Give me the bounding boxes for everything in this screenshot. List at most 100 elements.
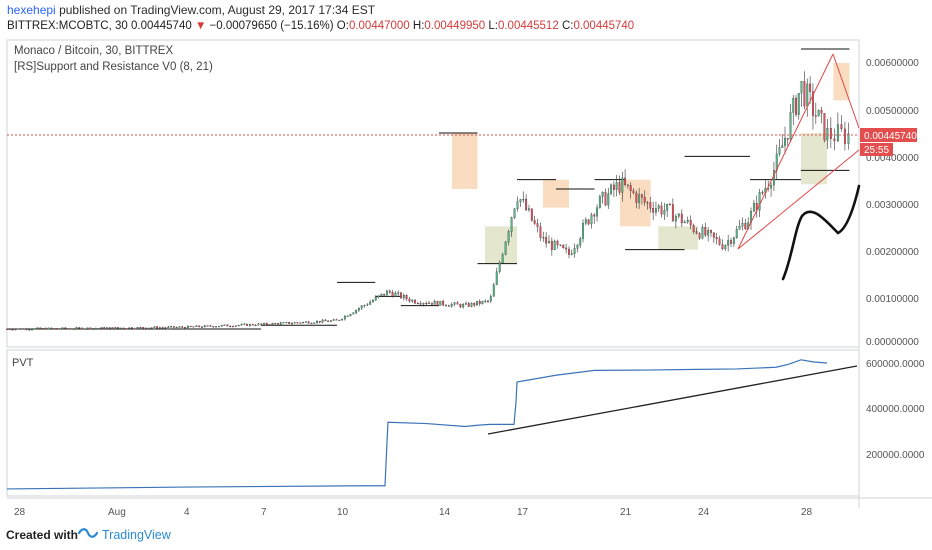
last-price: 0.00445740 bbox=[130, 20, 192, 32]
candle-body bbox=[590, 214, 593, 225]
candle-body bbox=[640, 194, 643, 198]
candle-body bbox=[422, 303, 425, 305]
candle-body bbox=[184, 327, 186, 329]
wedge-cap-line[interactable] bbox=[832, 53, 860, 129]
candle-body bbox=[277, 323, 279, 325]
candle-body bbox=[369, 301, 372, 305]
candle-body bbox=[741, 223, 744, 227]
candle-body bbox=[433, 301, 436, 305]
candle-body bbox=[145, 327, 147, 329]
candle-body bbox=[383, 293, 386, 296]
xtick-label: 21 bbox=[620, 507, 632, 518]
candle-body bbox=[453, 302, 456, 305]
sr-box bbox=[801, 133, 827, 185]
candle-body bbox=[167, 326, 170, 328]
candle-body bbox=[626, 184, 629, 186]
candle-body bbox=[296, 322, 299, 324]
candle-body bbox=[692, 225, 695, 232]
low-label: L: bbox=[488, 20, 498, 32]
sr-box bbox=[833, 63, 850, 101]
candle-body bbox=[293, 322, 296, 324]
xtick-label: 14 bbox=[439, 507, 451, 518]
pvt-ytick-label: 200000.0000 bbox=[866, 450, 925, 461]
candle-body bbox=[473, 302, 476, 306]
candle-body bbox=[363, 304, 366, 307]
wedge-upper-line[interactable] bbox=[737, 53, 834, 250]
candle-body bbox=[738, 226, 741, 230]
candle-body bbox=[430, 302, 433, 305]
pvt-trendline[interactable] bbox=[487, 365, 858, 435]
candle-body bbox=[237, 325, 240, 327]
candle-body bbox=[800, 81, 803, 94]
tradingview-brand[interactable]: TradingView bbox=[102, 528, 171, 542]
candle-body bbox=[164, 327, 167, 329]
candle-body bbox=[411, 299, 414, 302]
pvt-ytick-label: 400000.0000 bbox=[866, 404, 925, 415]
candle-body bbox=[715, 237, 718, 240]
candle-body bbox=[217, 326, 220, 328]
candle-body bbox=[803, 81, 806, 107]
candle-body bbox=[666, 203, 669, 211]
candle-body bbox=[106, 327, 108, 329]
candle-body bbox=[69, 328, 72, 330]
xtick-label: 7 bbox=[261, 507, 267, 518]
candle-body bbox=[58, 328, 61, 330]
candle-body bbox=[533, 220, 536, 224]
candle-body bbox=[310, 322, 313, 325]
pvt-pane[interactable] bbox=[6, 349, 860, 497]
candle-body bbox=[397, 292, 400, 294]
candle-body bbox=[226, 324, 229, 327]
candle-body bbox=[727, 240, 730, 246]
candle-body bbox=[513, 208, 516, 218]
candle-body bbox=[136, 327, 139, 329]
candle-body bbox=[28, 329, 31, 331]
price-pane[interactable] bbox=[6, 39, 860, 348]
chart-frame[interactable]: Monaco / Bitcoin, 30, BITTREX [RS]Suppor… bbox=[0, 38, 932, 518]
candle-body bbox=[638, 194, 641, 203]
candle-body bbox=[246, 323, 249, 326]
candle-body bbox=[94, 328, 97, 330]
candle-body bbox=[44, 328, 47, 330]
candle-body bbox=[405, 295, 408, 300]
candle-body bbox=[400, 292, 402, 299]
candle-body bbox=[536, 223, 539, 227]
candle-body bbox=[442, 300, 445, 306]
candle-body bbox=[103, 327, 106, 329]
candle-body bbox=[268, 324, 271, 326]
candle-body bbox=[203, 325, 206, 328]
candle-body bbox=[559, 244, 562, 246]
sr-box bbox=[452, 133, 478, 189]
ytick-label: 0.00000000 bbox=[866, 337, 919, 348]
xtick-label: Aug bbox=[108, 507, 126, 518]
chart-svg[interactable]: Monaco / Bitcoin, 30, BITTREX [RS]Suppor… bbox=[0, 38, 932, 518]
candle-body bbox=[92, 328, 95, 330]
publisher-username[interactable]: hexehepi bbox=[7, 3, 56, 17]
candle-body bbox=[299, 322, 302, 324]
open-value: 0.00447000 bbox=[348, 20, 410, 32]
candle-body bbox=[784, 137, 786, 146]
candle-body bbox=[316, 320, 318, 323]
candle-body bbox=[823, 113, 826, 141]
candle-body bbox=[147, 327, 150, 329]
candle-body bbox=[635, 192, 638, 203]
candle-body bbox=[408, 298, 411, 302]
hand-drawn-curve[interactable] bbox=[781, 184, 861, 281]
candle-body bbox=[377, 295, 380, 298]
candle-body bbox=[108, 327, 111, 329]
candle-body bbox=[710, 230, 712, 233]
wedge-lower-line[interactable] bbox=[737, 149, 860, 250]
candle-body bbox=[806, 83, 809, 107]
candle-body bbox=[712, 232, 715, 238]
candle-body bbox=[698, 233, 701, 239]
candle-body bbox=[279, 322, 282, 325]
candle-body bbox=[683, 221, 686, 224]
candle-body bbox=[78, 327, 81, 329]
indicator-title: [RS]Support and Resistance V0 (8, 21) bbox=[14, 61, 213, 73]
close-label: C: bbox=[561, 20, 574, 32]
candle-body bbox=[840, 124, 843, 130]
candle-body bbox=[352, 312, 355, 315]
xtick-label: 4 bbox=[184, 507, 190, 518]
xtick-label: 10 bbox=[337, 507, 349, 518]
candle-body bbox=[386, 290, 388, 296]
candle-body bbox=[579, 238, 582, 246]
